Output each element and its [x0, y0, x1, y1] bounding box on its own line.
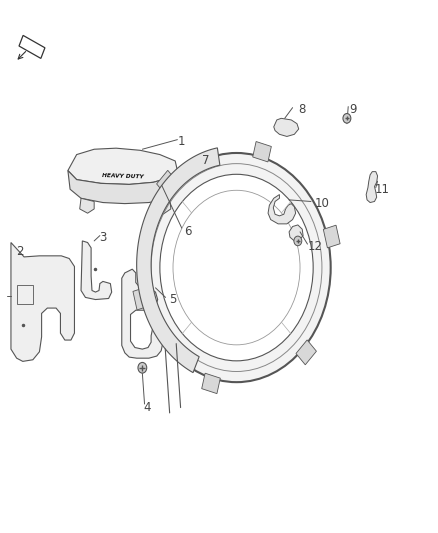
Text: 6: 6: [184, 225, 192, 238]
Text: HEAVY DUTY: HEAVY DUTY: [102, 173, 144, 179]
Text: 4: 4: [143, 401, 151, 414]
Text: 11: 11: [374, 183, 389, 196]
Polygon shape: [323, 225, 340, 248]
Polygon shape: [253, 142, 272, 162]
Text: 5: 5: [170, 293, 177, 306]
Text: 2: 2: [16, 245, 24, 258]
Polygon shape: [133, 287, 150, 310]
Polygon shape: [137, 148, 220, 373]
Circle shape: [343, 114, 351, 123]
Polygon shape: [274, 118, 299, 136]
Text: 12: 12: [308, 240, 323, 253]
Text: 8: 8: [299, 103, 306, 116]
Circle shape: [294, 236, 302, 246]
Polygon shape: [81, 241, 112, 300]
Text: 9: 9: [349, 103, 357, 116]
Polygon shape: [201, 373, 220, 393]
Polygon shape: [122, 269, 163, 358]
Polygon shape: [68, 148, 177, 184]
Polygon shape: [296, 340, 316, 365]
Polygon shape: [11, 243, 74, 361]
Text: 7: 7: [202, 155, 210, 167]
Polygon shape: [157, 171, 177, 195]
Polygon shape: [142, 153, 331, 382]
Text: 10: 10: [314, 197, 329, 210]
Polygon shape: [366, 172, 378, 203]
Circle shape: [138, 362, 147, 373]
Polygon shape: [289, 225, 303, 241]
Polygon shape: [155, 199, 171, 214]
Text: 3: 3: [99, 231, 106, 244]
Polygon shape: [268, 195, 296, 224]
Polygon shape: [68, 171, 177, 204]
Polygon shape: [80, 198, 94, 213]
Text: 1: 1: [178, 135, 186, 148]
